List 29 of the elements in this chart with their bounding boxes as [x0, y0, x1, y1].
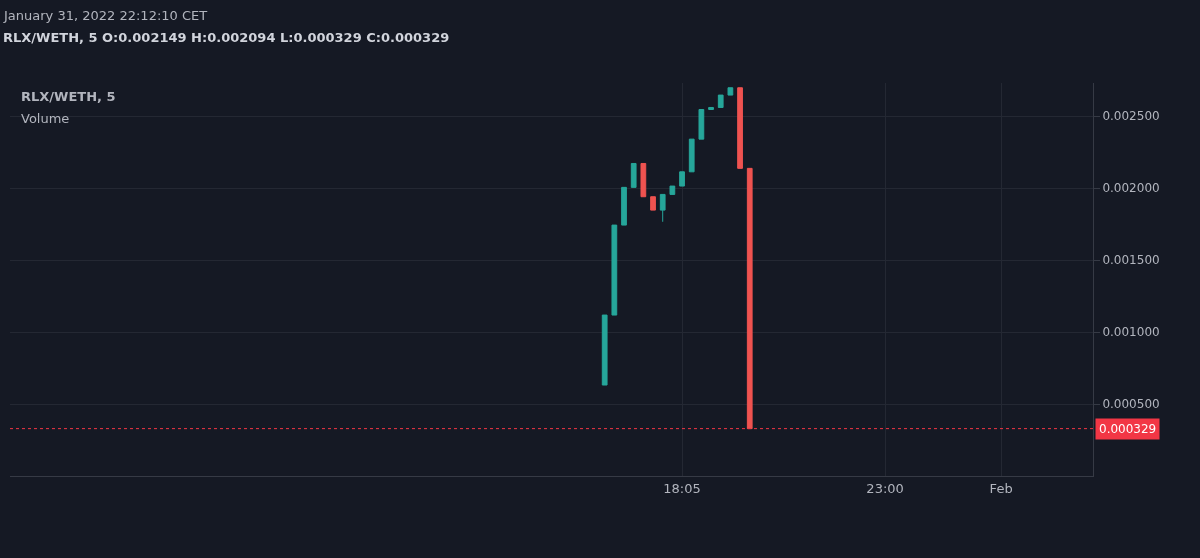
y-tick-label: 0.002000	[1102, 181, 1160, 196]
candlestick	[727, 87, 734, 96]
candlestick	[737, 87, 743, 169]
ref-line-label: 0.000329	[1099, 422, 1157, 436]
candlestick	[601, 314, 608, 386]
candlestick	[650, 196, 656, 211]
candlestick	[621, 186, 627, 226]
y-tick-label: 0.001500	[1102, 253, 1160, 268]
candlestick	[640, 162, 647, 198]
y-tick-label: 0.002500	[1102, 109, 1160, 124]
candlestick	[630, 162, 637, 188]
candlestick	[708, 106, 714, 110]
candlestick	[688, 138, 695, 173]
y-tick-label: 0.000500	[1102, 397, 1160, 412]
candlestick	[679, 171, 685, 187]
x-tick-label: Feb	[989, 480, 1013, 496]
candlestick	[717, 94, 724, 108]
candlestick	[698, 108, 705, 140]
text: January 31, 2022 22:12:10 CET	[3, 8, 208, 23]
candlestick	[611, 224, 618, 316]
y-tick-label: 0.001000	[1102, 325, 1160, 340]
text: RLX/WETH, 5	[21, 89, 116, 104]
annotation: Volume	[21, 111, 70, 126]
x-tick-label: 23:00	[866, 480, 904, 496]
chart-subtitle: RLX/WETH, 5 O:0.002149 H:0.002094 L:0.000329 C:0.000329	[3, 30, 450, 45]
candlestick	[746, 167, 753, 430]
x-tick-label: 18:05	[663, 480, 701, 496]
candlestick	[669, 185, 676, 195]
candlestick	[659, 193, 666, 223]
